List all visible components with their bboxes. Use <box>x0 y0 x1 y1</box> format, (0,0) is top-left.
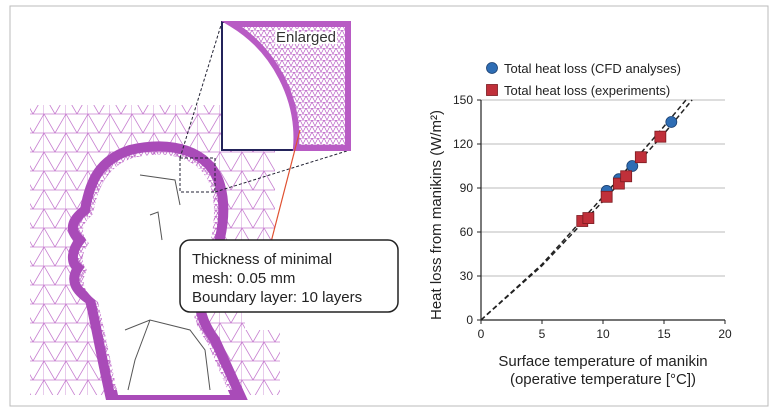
x-tick-label: 20 <box>718 327 732 341</box>
x-tick-label: 15 <box>657 327 671 341</box>
marker-circle <box>486 62 498 74</box>
x-tick-label: 10 <box>596 327 610 341</box>
x-axis-label: Surface temperature of manikin <box>498 353 707 370</box>
marker-circle <box>626 160 639 172</box>
legend-label: Total heat loss (CFD analyses) <box>504 61 681 76</box>
inset-label-halo: Enlarged <box>276 29 336 46</box>
zoom-line <box>214 149 351 193</box>
marker-square <box>582 212 595 224</box>
inset-mesh <box>221 21 351 151</box>
marker-square <box>634 151 647 164</box>
y-axis-label: Heat loss from manikins (W/m²) <box>428 110 445 320</box>
y-tick-label: 60 <box>460 225 474 239</box>
marker-square <box>620 170 633 183</box>
legend-label: Total heat loss (experiments) <box>504 83 670 98</box>
sensor-wires <box>124 174 211 391</box>
x-axis-label: (operative temperature [°C]) <box>510 371 696 388</box>
callout-text: mesh: 0.05 mm <box>192 270 295 287</box>
y-tick-label: 90 <box>460 181 474 195</box>
y-tick-label: 150 <box>453 93 473 107</box>
callout-box <box>179 239 399 313</box>
x-tick-label: 5 <box>539 327 546 341</box>
y-tick-label: 30 <box>460 269 474 283</box>
x-tick-label: 0 <box>478 327 485 341</box>
callout-text: Thickness of minimal <box>192 251 332 268</box>
marker-square <box>612 177 625 190</box>
marker-square <box>654 130 667 143</box>
y-tick-label: 0 <box>466 313 473 327</box>
inset-label: Enlarged <box>276 29 336 46</box>
pointer <box>269 129 301 247</box>
callout-text: Boundary layer: 10 layers <box>192 289 362 306</box>
mesh-illustration: Enlarged Enlarged Thickness of minimal m… <box>30 21 399 400</box>
zoom-line <box>179 21 223 159</box>
marker-square <box>600 190 613 203</box>
marker-square <box>486 84 498 96</box>
zoom-box <box>179 157 216 193</box>
chart: 0 30 60 90 120 150 0 5 10 15 20 Surface temperature… <box>428 61 732 388</box>
frame <box>9 5 769 407</box>
marker-circle <box>665 116 678 128</box>
y-tick-label: 120 <box>453 137 473 151</box>
